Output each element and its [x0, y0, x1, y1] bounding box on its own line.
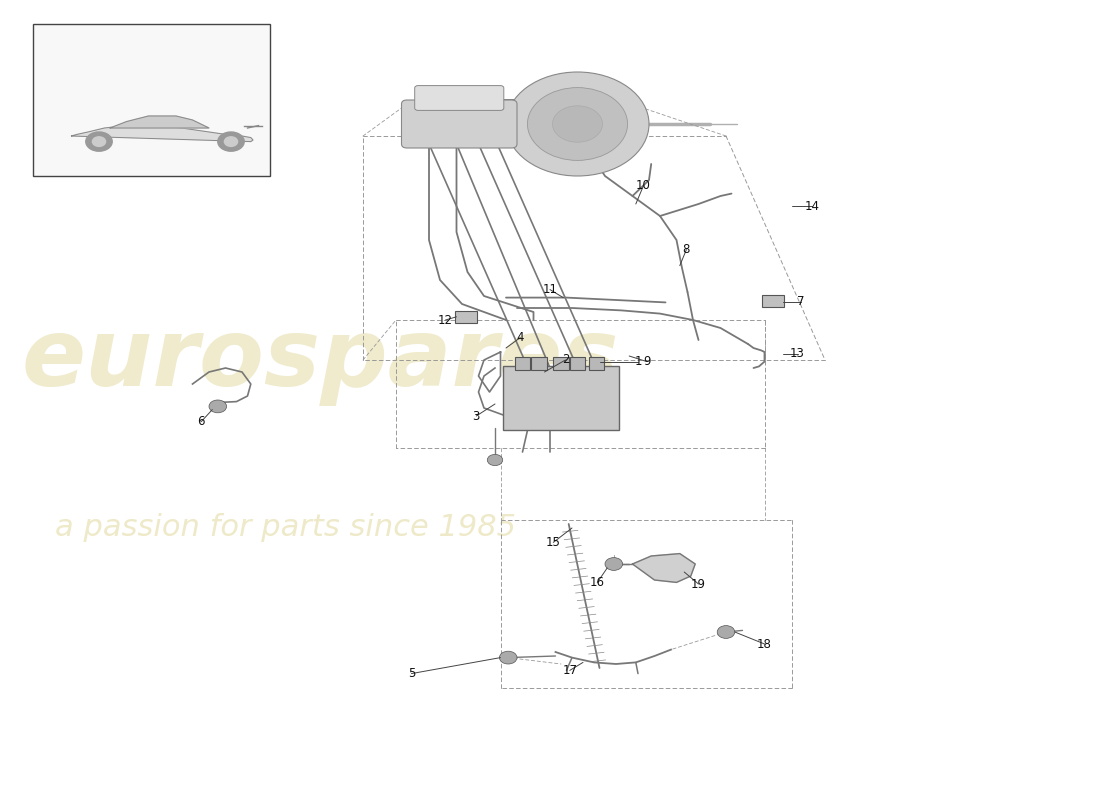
Text: 6: 6	[198, 415, 205, 428]
Text: 1: 1	[635, 355, 641, 368]
FancyBboxPatch shape	[455, 311, 477, 323]
Circle shape	[224, 137, 238, 146]
Text: 19: 19	[691, 578, 706, 590]
Circle shape	[717, 626, 735, 638]
Circle shape	[92, 137, 106, 146]
FancyBboxPatch shape	[531, 357, 547, 370]
Text: a passion for parts since 1985: a passion for parts since 1985	[55, 514, 516, 542]
Text: 5: 5	[408, 667, 415, 680]
Text: 4: 4	[517, 331, 524, 344]
Bar	[33, 24, 270, 176]
Circle shape	[499, 651, 517, 664]
Circle shape	[218, 132, 244, 151]
FancyBboxPatch shape	[402, 100, 517, 148]
Text: 10: 10	[636, 179, 651, 192]
FancyBboxPatch shape	[503, 366, 619, 430]
Circle shape	[605, 558, 623, 570]
Text: 2: 2	[562, 354, 569, 366]
Text: 16: 16	[590, 576, 605, 589]
Text: 7: 7	[798, 295, 804, 308]
Text: 9: 9	[644, 355, 650, 368]
Circle shape	[209, 400, 227, 413]
Circle shape	[86, 132, 112, 151]
Text: 18: 18	[757, 638, 772, 650]
Circle shape	[487, 454, 503, 466]
FancyBboxPatch shape	[588, 357, 604, 370]
Text: 13: 13	[790, 347, 805, 360]
Circle shape	[506, 72, 649, 176]
FancyBboxPatch shape	[553, 357, 569, 370]
Text: 14: 14	[804, 200, 820, 213]
Text: eurospares: eurospares	[22, 314, 619, 406]
Polygon shape	[632, 554, 695, 582]
Text: 17: 17	[562, 664, 578, 677]
Polygon shape	[72, 126, 253, 142]
Text: 11: 11	[542, 283, 558, 296]
Text: 15: 15	[546, 536, 561, 549]
FancyBboxPatch shape	[415, 86, 504, 110]
Text: 3: 3	[473, 410, 480, 422]
Polygon shape	[110, 116, 209, 128]
Text: 12: 12	[438, 314, 453, 326]
FancyBboxPatch shape	[762, 295, 784, 307]
FancyBboxPatch shape	[570, 357, 585, 370]
FancyBboxPatch shape	[515, 357, 530, 370]
Text: 8: 8	[683, 243, 690, 256]
Circle shape	[528, 87, 627, 160]
Circle shape	[552, 106, 603, 142]
